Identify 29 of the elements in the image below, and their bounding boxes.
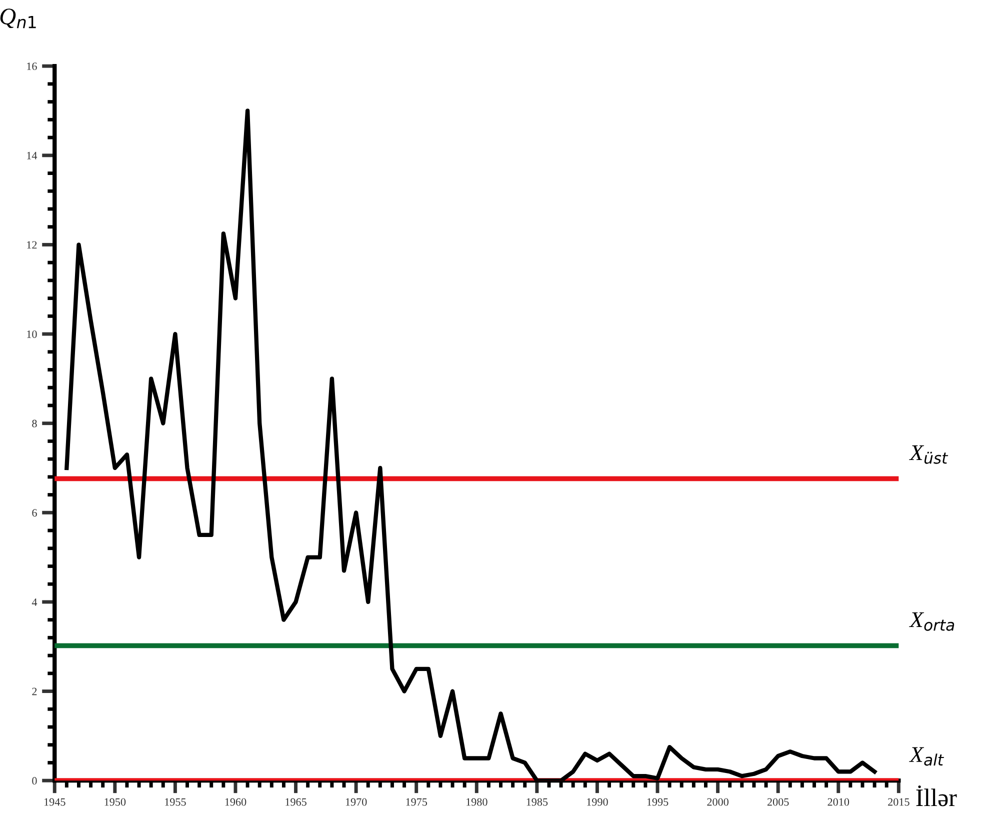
ref-line-label: X$_{alt}$ [909, 747, 944, 766]
y-tick-label: 14 [27, 152, 38, 160]
y-tick-label: 12 [27, 241, 37, 249]
ref-line-label: X$_{üst}$ [909, 445, 948, 464]
x-tick-label: 1995 [647, 798, 668, 806]
x-tick-label: 1965 [286, 798, 306, 806]
y-tick-label: 4 [32, 598, 38, 606]
ref-line-label: X$_{orta}$ [909, 612, 954, 631]
x-tick-label: 1950 [104, 798, 126, 806]
x-tick-label: 2010 [828, 798, 850, 806]
x-tick-label: 1980 [466, 798, 488, 806]
y-axis-title: Q$_{n1}$ [0, 8, 36, 28]
x-tick-label: 1985 [526, 798, 548, 806]
x-tick-label: 1955 [165, 798, 186, 806]
x-axis-title: İllər [916, 785, 957, 806]
x-tick-label: 1970 [346, 798, 367, 806]
x-tick-label: 1945 [44, 798, 66, 806]
y-tick-label: 6 [32, 509, 37, 517]
x-tick-label: 2005 [767, 798, 789, 806]
x-tick-label: 2015 [888, 798, 910, 806]
x-tick-label: 1975 [406, 798, 428, 806]
y-tick-label: 2 [32, 688, 37, 696]
y-tick-label: 16 [27, 62, 37, 70]
y-tick-label: 10 [27, 330, 37, 338]
y-tick-label: 8 [32, 420, 37, 428]
x-tick-label: 2000 [707, 798, 728, 806]
y-tick-label: 0 [32, 777, 37, 785]
x-tick-label: 1990 [587, 798, 608, 806]
x-tick-label: 1960 [225, 798, 246, 806]
